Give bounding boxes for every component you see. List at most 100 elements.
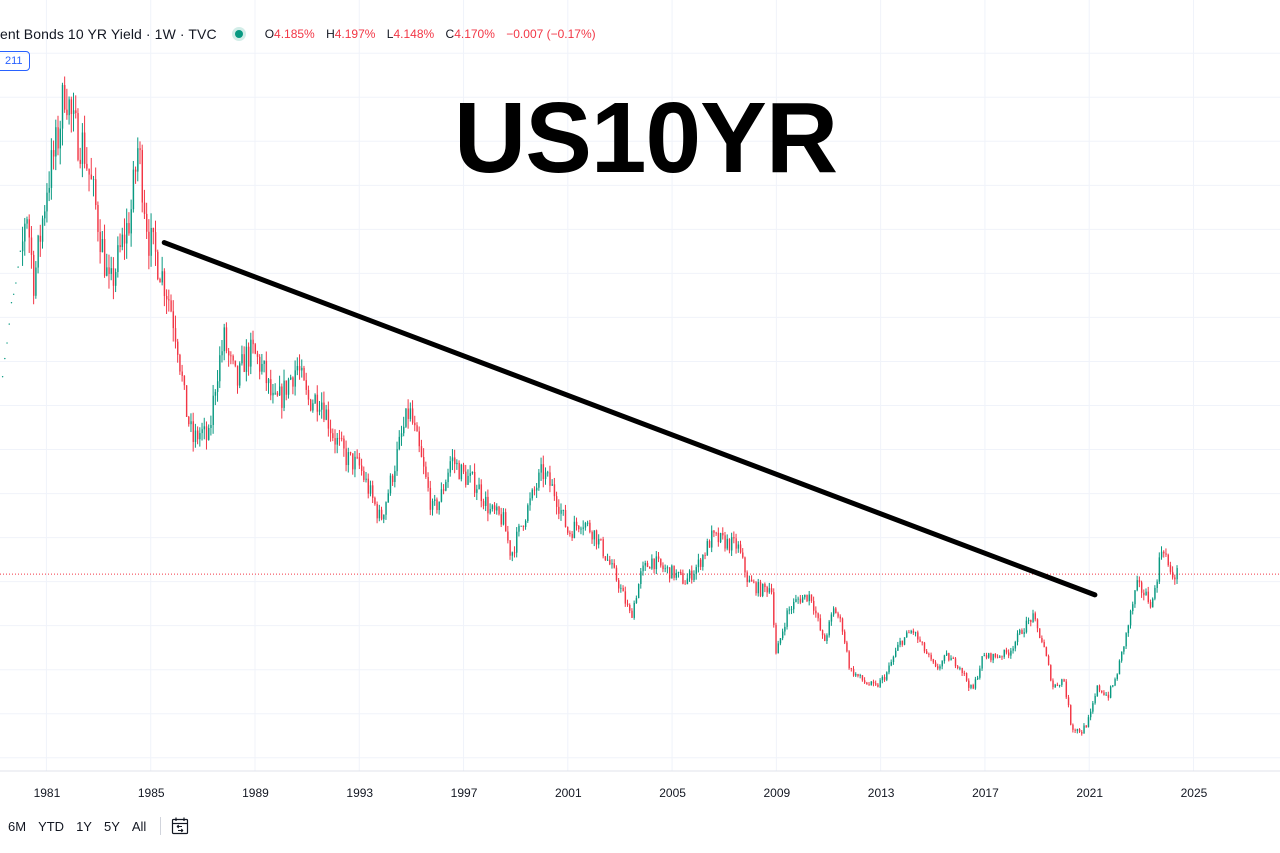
- candle-body: [161, 271, 163, 283]
- candle-body: [859, 675, 861, 677]
- candle-body: [281, 386, 283, 408]
- candle-body: [48, 187, 50, 193]
- candle-body: [489, 508, 491, 514]
- candle-body: [844, 631, 846, 643]
- candle-body: [954, 658, 957, 667]
- candle-body: [762, 583, 764, 596]
- candle-body: [1067, 697, 1070, 706]
- high-value: 4.197%: [334, 27, 376, 41]
- candle-body: [146, 213, 148, 232]
- candle-body: [1105, 694, 1107, 696]
- candle-body: [668, 567, 671, 579]
- candle-body: [930, 654, 932, 660]
- candle-body: [123, 234, 126, 244]
- candle-body: [620, 587, 622, 589]
- candle-body: [356, 456, 358, 458]
- candle-body: [775, 624, 777, 654]
- candle-body: [190, 421, 192, 425]
- candle-body: [75, 110, 77, 114]
- candle-body: [598, 538, 600, 545]
- candle-body: [90, 174, 93, 180]
- candle-body: [735, 538, 737, 549]
- candle-body: [939, 666, 941, 669]
- candle-body: [174, 328, 177, 342]
- candle-body: [1116, 674, 1118, 680]
- candle-body: [1123, 646, 1125, 652]
- candle-body: [828, 621, 830, 636]
- candle-body: [389, 475, 392, 494]
- price-dot: [10, 302, 13, 304]
- candle-body: [301, 367, 303, 371]
- candle-body: [296, 365, 299, 371]
- price-dot: [15, 282, 17, 284]
- close-label: C: [445, 27, 455, 41]
- candle-body: [473, 471, 476, 493]
- range-all-button[interactable]: All: [131, 818, 147, 834]
- candle-body: [726, 538, 729, 549]
- candle-body: [777, 643, 779, 654]
- candle-body: [897, 644, 899, 651]
- range-ytd-button[interactable]: YTD: [38, 818, 65, 834]
- candle-body: [92, 179, 95, 181]
- symbol-title[interactable]: ent Bonds 10 YR Yield · 1W · TVC: [0, 26, 217, 42]
- x-tick-label: 1997: [451, 786, 478, 800]
- candle-body: [500, 514, 502, 525]
- candle-body: [106, 267, 108, 276]
- indicator-badge[interactable]: 211: [0, 51, 30, 71]
- candle-body: [172, 311, 175, 329]
- candle-body: [808, 594, 810, 602]
- candle-body: [1118, 660, 1121, 675]
- candle-body: [895, 650, 897, 657]
- candle-body: [449, 461, 452, 473]
- price-dot: [12, 293, 15, 295]
- candle-body: [618, 580, 620, 589]
- candle-body: [773, 592, 775, 625]
- candle-body: [420, 446, 423, 457]
- candle-body: [531, 489, 534, 499]
- candle-body: [394, 471, 396, 483]
- calendar-goto-icon[interactable]: [169, 815, 191, 837]
- candle-body: [635, 598, 638, 603]
- candle-body: [943, 655, 946, 662]
- range-1y-button[interactable]: 1Y: [76, 818, 92, 834]
- range-6m-button[interactable]: 6M: [8, 818, 27, 834]
- candle-body: [952, 658, 955, 659]
- candle-body: [996, 656, 999, 658]
- candle-body: [88, 168, 90, 175]
- candle-body: [855, 673, 857, 676]
- candle-body: [59, 128, 62, 149]
- candlestick-series: [1, 76, 1178, 736]
- candle-body: [208, 427, 210, 440]
- candle-body: [64, 85, 66, 110]
- candle-body: [462, 464, 465, 472]
- candle-body: [1065, 681, 1068, 698]
- candle-body: [547, 472, 549, 474]
- candle-body: [197, 430, 199, 440]
- candle-body: [649, 566, 651, 569]
- candle-body: [1001, 656, 1003, 658]
- candle-body: [553, 484, 556, 497]
- candle-body: [128, 223, 130, 234]
- candle-body: [416, 425, 418, 432]
- x-tick-label: 2005: [659, 786, 686, 800]
- candle-body: [276, 392, 279, 396]
- candle-body: [214, 391, 217, 396]
- candle-body: [181, 371, 183, 376]
- range-5y-button[interactable]: 5Y: [103, 818, 120, 834]
- candle-body: [522, 525, 525, 527]
- candle-body: [622, 587, 624, 592]
- candle-body: [290, 377, 292, 380]
- candle-body: [396, 449, 398, 472]
- candle-body: [790, 609, 793, 611]
- candle-body: [221, 351, 223, 356]
- candle-body: [491, 505, 494, 509]
- candle-body: [188, 416, 190, 425]
- bottom-toolbar: 6M YTD 1Y 5Y All: [0, 812, 191, 840]
- candle-body: [826, 635, 828, 642]
- candle-body: [1167, 554, 1169, 566]
- candle-body: [243, 354, 245, 372]
- candle-body: [582, 527, 584, 529]
- candle-body: [86, 163, 88, 169]
- candle-body: [256, 353, 259, 357]
